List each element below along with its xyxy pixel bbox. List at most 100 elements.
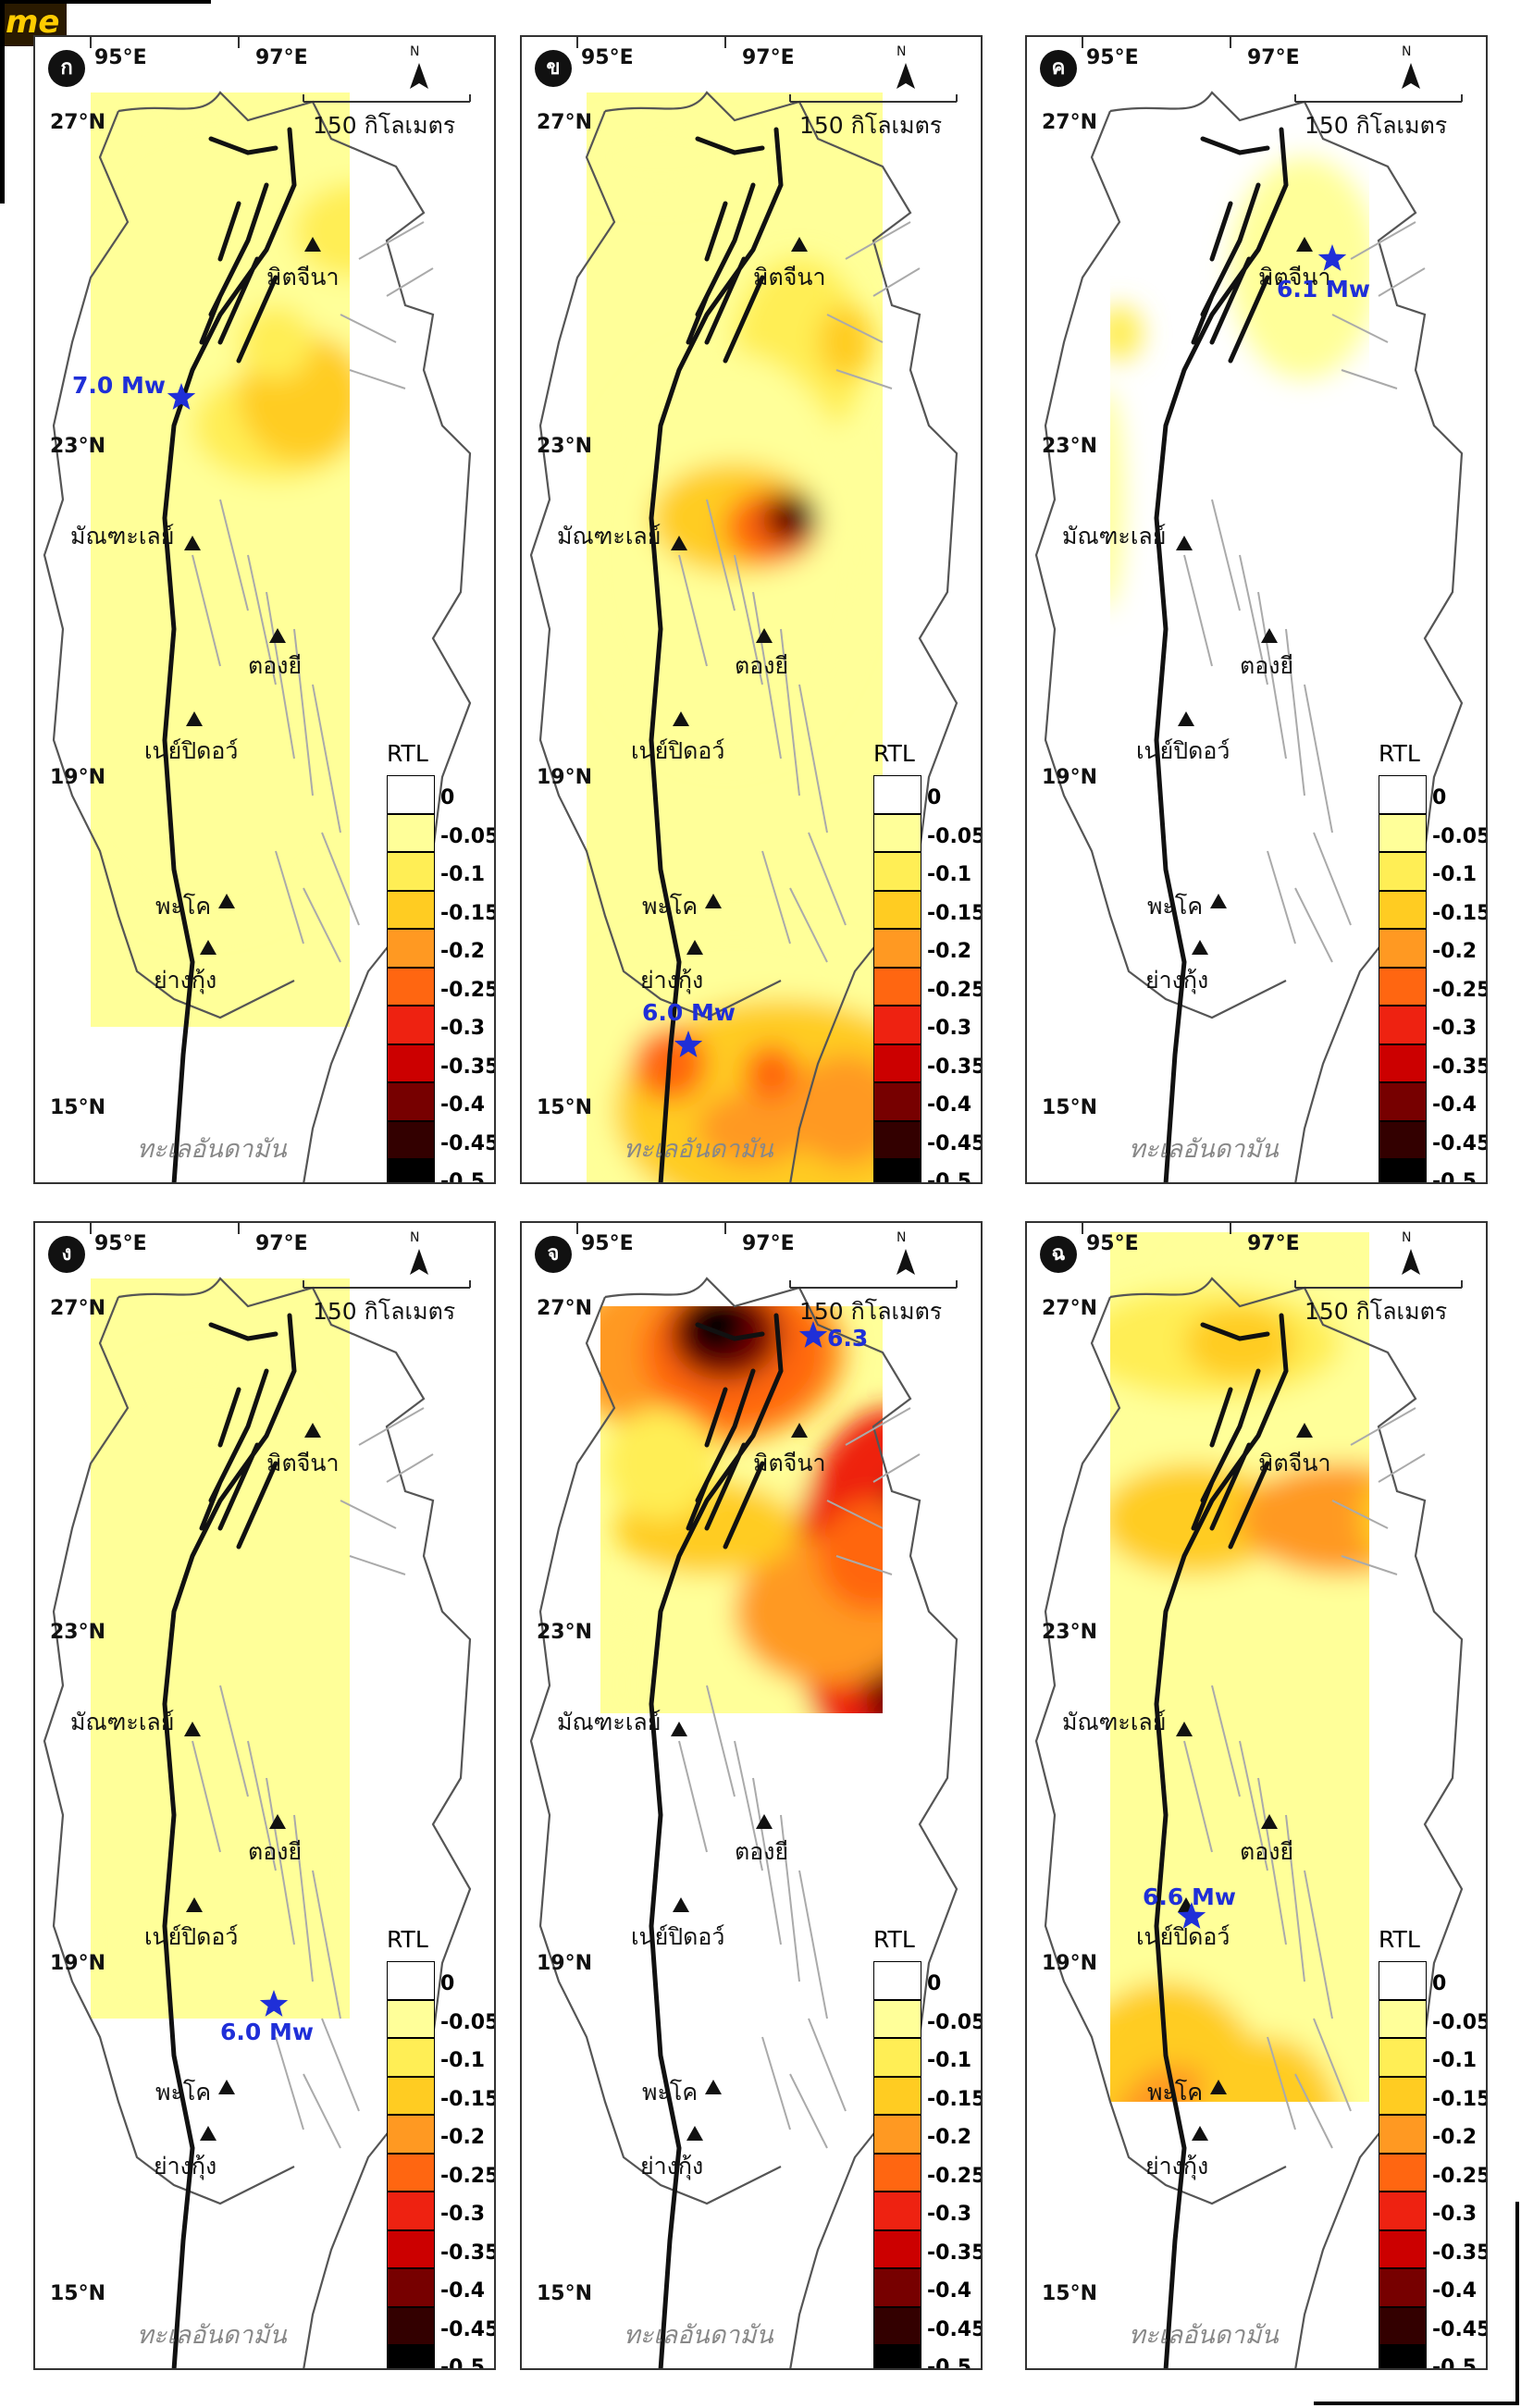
sagaing-fault bbox=[649, 127, 784, 1182]
map-canvas bbox=[529, 1223, 958, 2368]
lon-label-97: 97°E bbox=[742, 1232, 795, 1255]
corner-rule-bottom bbox=[1314, 2402, 1519, 2405]
legend-swatch bbox=[387, 929, 435, 968]
legend-swatch bbox=[1379, 2345, 1427, 2368]
legend-value: -0.3 bbox=[927, 1017, 972, 1040]
legend-value: -0.5 bbox=[927, 1170, 972, 1184]
lon-label-97: 97°E bbox=[255, 1232, 308, 1255]
legend-swatch bbox=[1379, 1961, 1427, 2000]
legend-swatch bbox=[873, 967, 921, 1006]
legend-value: -0.15 bbox=[440, 2087, 496, 2111]
minor-faults bbox=[192, 221, 434, 963]
city-marker bbox=[1296, 1423, 1313, 1438]
sea-label: ทะเลอันดามัน bbox=[624, 1135, 773, 1164]
legend-value: -0.35 bbox=[1432, 2241, 1488, 2265]
lon-label-97: 97°E bbox=[255, 46, 308, 69]
north-arrow bbox=[1402, 63, 1420, 89]
map-canvas bbox=[1034, 1223, 1464, 2368]
legend-value: -0.45 bbox=[927, 2317, 983, 2341]
lon-label-95: 95°E bbox=[1086, 46, 1139, 69]
legend-value: -0.4 bbox=[440, 2279, 486, 2303]
north-arrow bbox=[897, 1249, 915, 1275]
legend-swatch bbox=[387, 967, 435, 1006]
earthquake-star bbox=[259, 1990, 289, 2017]
city-naypyidaw: เนย์ปิดอว์ bbox=[631, 1923, 725, 1950]
legend-swatch bbox=[873, 2268, 921, 2307]
city-marker bbox=[184, 1722, 201, 1736]
legend-value: -0.35 bbox=[1432, 1055, 1488, 1079]
city-marker bbox=[200, 940, 216, 955]
city-taunggyi: ตองยี bbox=[735, 1838, 789, 1865]
legend-value: -0.15 bbox=[1432, 2087, 1488, 2111]
legend-swatch bbox=[387, 2192, 435, 2230]
legend-swatch bbox=[873, 1006, 921, 1044]
legend-value: -0.5 bbox=[927, 2356, 972, 2370]
watermark-text: me bbox=[6, 4, 60, 41]
legend-swatch bbox=[387, 2306, 435, 2345]
lat-label-23: 23°N bbox=[537, 1621, 593, 1644]
legend-swatch bbox=[1379, 2076, 1427, 2115]
north-label: N bbox=[1402, 1230, 1412, 1245]
legend-value: -0.05 bbox=[1432, 824, 1488, 848]
lat-label-15: 15°N bbox=[1042, 1096, 1098, 1119]
rtl-anomaly-field bbox=[91, 1278, 350, 2019]
legend-title: RTL bbox=[1379, 740, 1420, 767]
legend-value: 0 bbox=[1432, 1972, 1447, 1995]
legend-swatch bbox=[1379, 1043, 1427, 1082]
north-arrow bbox=[410, 63, 428, 89]
legend-value: -0.2 bbox=[440, 940, 486, 963]
city-yangon: ย่างกุ้ง bbox=[154, 2153, 217, 2180]
legend-swatch bbox=[873, 775, 921, 814]
map-canvas bbox=[529, 37, 958, 1182]
city-yangon: ย่างกุ้ง bbox=[1145, 2153, 1209, 2180]
city-marker bbox=[1296, 237, 1313, 252]
legend-swatch bbox=[1379, 2192, 1427, 2230]
minor-faults bbox=[1183, 1407, 1426, 2149]
legend-swatch bbox=[873, 2115, 921, 2154]
city-marker bbox=[200, 2126, 216, 2141]
legend-swatch bbox=[873, 1961, 921, 2000]
city-marker bbox=[186, 711, 203, 726]
city-yangon: ย่างกุ้ง bbox=[640, 2153, 704, 2180]
rtl-anomaly-field bbox=[1110, 157, 1369, 608]
scale-bar-label: 150 กิโลเมตร bbox=[313, 112, 456, 139]
legend-swatch bbox=[1379, 2229, 1427, 2268]
legend-swatch bbox=[873, 813, 921, 852]
rtl-anomaly-field bbox=[1110, 1232, 1369, 2102]
minor-faults bbox=[678, 1407, 921, 2149]
city-myitkyina: มิตจีนา bbox=[1258, 1450, 1331, 1476]
legend-value: -0.45 bbox=[1432, 2317, 1488, 2341]
lat-label-15: 15°N bbox=[1042, 2282, 1098, 2305]
legend-value: -0.3 bbox=[440, 1017, 486, 1040]
legend-swatch bbox=[873, 1999, 921, 2038]
legend-value: -0.3 bbox=[1432, 2203, 1478, 2226]
lat-label-15: 15°N bbox=[50, 2282, 106, 2305]
lon-label-95: 95°E bbox=[581, 46, 634, 69]
legend-title: RTL bbox=[387, 740, 428, 767]
legend-value: -0.1 bbox=[927, 2049, 972, 2072]
lat-label-23: 23°N bbox=[50, 435, 106, 458]
legend-swatch bbox=[387, 2345, 435, 2368]
watermark-logo: me bbox=[0, 0, 67, 46]
quake-magnitude: 6.3 bbox=[827, 1325, 869, 1352]
legend-value: 0 bbox=[927, 786, 942, 809]
city-mandalay: มัณฑะเลย์ bbox=[557, 523, 662, 550]
city-yangon: ย่างกุ้ง bbox=[1145, 967, 1209, 994]
legend-value: -0.5 bbox=[440, 2356, 486, 2370]
legend-swatch bbox=[873, 2229, 921, 2268]
lat-label-19: 19°N bbox=[50, 1952, 106, 1975]
legend-value: 0 bbox=[927, 1972, 942, 1995]
legend-swatch bbox=[1379, 2153, 1427, 2192]
panel-badge: ข bbox=[535, 50, 572, 87]
north-arrow bbox=[897, 63, 915, 89]
city-bago: พะโค bbox=[642, 893, 699, 920]
city-marker bbox=[686, 940, 703, 955]
legend-value: -0.25 bbox=[440, 978, 496, 1002]
legend-value: -0.5 bbox=[1432, 2356, 1478, 2370]
map-canvas bbox=[1034, 37, 1464, 1182]
legend-swatch bbox=[387, 2076, 435, 2115]
sea-label: ทะเลอันดามัน bbox=[1129, 1135, 1279, 1164]
legend-swatch bbox=[1379, 2268, 1427, 2307]
earthquake-star bbox=[798, 1321, 828, 1348]
city-bago: พะโค bbox=[155, 2079, 212, 2105]
